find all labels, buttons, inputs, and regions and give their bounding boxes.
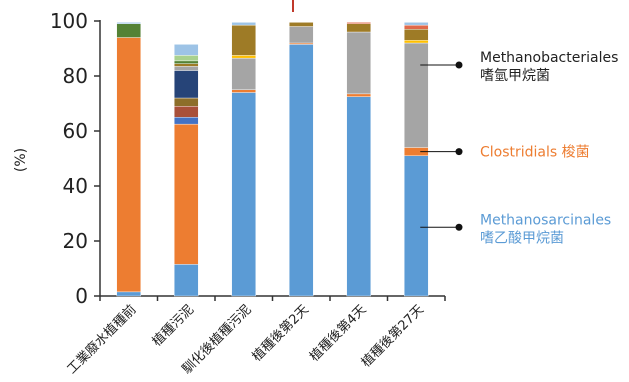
bar-segment bbox=[404, 24, 429, 30]
bar-segment bbox=[231, 22, 256, 26]
annotation-label: Clostridials 梭菌 bbox=[480, 144, 590, 161]
bar-segment bbox=[289, 22, 314, 27]
bar-segment bbox=[174, 264, 199, 297]
bar-segment bbox=[231, 92, 256, 297]
bar-segment bbox=[174, 97, 199, 107]
bar-segment bbox=[116, 22, 141, 24]
y-tick-label: 40 bbox=[63, 174, 88, 198]
y-tick-label: 100 bbox=[50, 9, 88, 33]
bar-segment bbox=[231, 55, 256, 59]
bar-segment bbox=[116, 291, 141, 297]
annotation-dot bbox=[455, 148, 463, 156]
bar-segment bbox=[404, 29, 429, 41]
bar-segment bbox=[346, 96, 371, 297]
bar-segment bbox=[174, 117, 199, 125]
bar-segment bbox=[174, 123, 199, 265]
bar-segment bbox=[404, 40, 429, 44]
bars bbox=[116, 22, 429, 297]
bar-segment bbox=[174, 66, 199, 71]
x-tick-label: 植種後第2天 bbox=[249, 302, 312, 365]
bar-segment bbox=[174, 60, 199, 64]
y-tick-label: 20 bbox=[63, 229, 88, 253]
x-tick-label: 植種污泥 bbox=[149, 302, 197, 350]
x-tick-label: 工業廢水植種前 bbox=[64, 302, 140, 378]
y-axis-label: (%) bbox=[13, 148, 29, 172]
y-tick-label: 0 bbox=[75, 284, 88, 308]
bar-segment bbox=[174, 44, 199, 56]
annotation-dot bbox=[455, 223, 463, 231]
bar-segment bbox=[174, 106, 199, 118]
bar-segment bbox=[346, 31, 371, 95]
bar-segment bbox=[231, 89, 256, 93]
x-tick-label: 植種後第4天 bbox=[306, 302, 369, 365]
bar-segment bbox=[404, 155, 429, 297]
annotation-label: Methanosarcinales bbox=[480, 212, 611, 228]
bar-segment bbox=[116, 37, 141, 293]
bar-segment bbox=[404, 42, 429, 148]
annotation-sublabel: 嗜乙酸甲烷菌 bbox=[480, 230, 564, 246]
annotation-sublabel: 嗜氫甲烷菌 bbox=[480, 68, 550, 84]
bar-segment bbox=[289, 26, 314, 44]
annotations: Methanobacteriales 嗜氫甲烷菌 Clostridials 梭菌 Me… bbox=[420, 50, 618, 246]
bar-segment bbox=[289, 42, 314, 45]
bar-segment bbox=[346, 23, 371, 33]
bar-segment bbox=[346, 22, 371, 24]
y-tick-label: 80 bbox=[63, 64, 88, 88]
bar-segment bbox=[174, 63, 199, 67]
bar-segment bbox=[289, 44, 314, 297]
bar-segment bbox=[116, 23, 141, 38]
annotation-label: Methanobacteriales bbox=[480, 50, 618, 66]
bar-segment bbox=[174, 70, 199, 99]
annotation-dot bbox=[455, 61, 463, 69]
bar-segment bbox=[404, 22, 429, 26]
bar-segment bbox=[174, 55, 199, 62]
bar-segment bbox=[231, 57, 256, 90]
bar-segment bbox=[346, 93, 371, 97]
y-tick-label: 60 bbox=[63, 119, 88, 143]
bar-segment bbox=[231, 24, 256, 56]
